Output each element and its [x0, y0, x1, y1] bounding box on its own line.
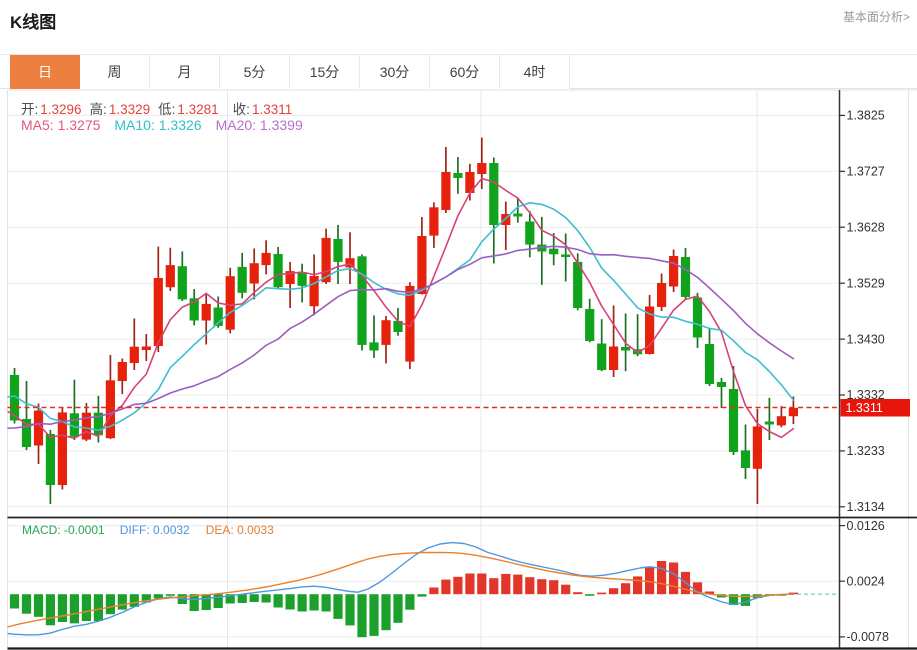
svg-text:1.3825: 1.3825: [847, 109, 885, 123]
svg-text:0.0024: 0.0024: [847, 574, 885, 588]
svg-text:1.3311: 1.3311: [846, 401, 883, 415]
svg-text:1.3628: 1.3628: [847, 220, 885, 234]
svg-text:1.3430: 1.3430: [847, 332, 885, 346]
svg-text:0.0126: 0.0126: [847, 519, 885, 533]
svg-text:1.3233: 1.3233: [847, 444, 885, 458]
svg-text:1.3332: 1.3332: [847, 388, 885, 402]
svg-text:1.3727: 1.3727: [847, 165, 885, 179]
svg-text:1.3529: 1.3529: [847, 276, 885, 290]
svg-text:-0.0078: -0.0078: [847, 630, 889, 644]
svg-text:1.3134: 1.3134: [847, 500, 885, 514]
